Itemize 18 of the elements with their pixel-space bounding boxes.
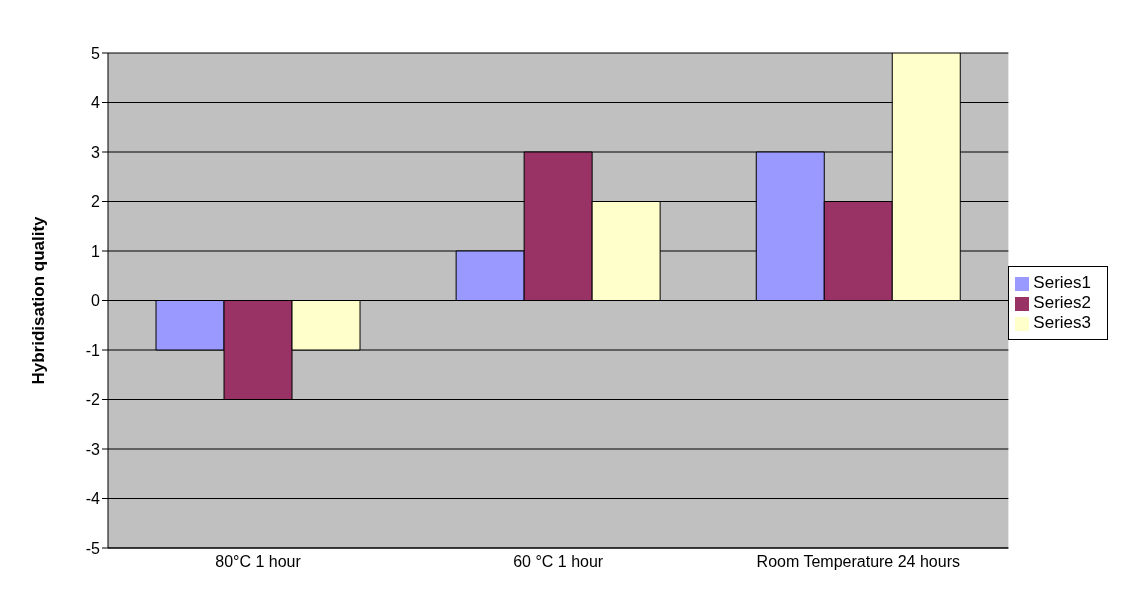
y-tick-label: 2 xyxy=(91,193,101,211)
legend-label: Series1 xyxy=(1033,273,1091,292)
y-axis-title: Hybridisation quality xyxy=(29,215,49,385)
y-tick-label: 3 xyxy=(91,143,101,161)
y-tick-label: -5 xyxy=(85,539,101,557)
y-tick-label: 0 xyxy=(91,292,101,310)
x-tick-label: 60 °C 1 hour xyxy=(513,553,604,571)
y-tick-label: 5 xyxy=(91,44,101,62)
x-tick-label: 80°C 1 hour xyxy=(215,553,302,571)
y-tick-label: -1 xyxy=(85,341,101,359)
legend-label: Series3 xyxy=(1033,313,1091,332)
y-tick-label: 1 xyxy=(91,242,101,260)
y-tick-label: -3 xyxy=(85,440,101,458)
x-tick-label: Room Temperature 24 hours xyxy=(756,553,960,571)
y-tick-label: 4 xyxy=(91,94,101,112)
y-tick-label: -4 xyxy=(85,490,101,508)
legend-label: Series2 xyxy=(1033,293,1091,312)
y-tick-label: -2 xyxy=(85,391,101,409)
